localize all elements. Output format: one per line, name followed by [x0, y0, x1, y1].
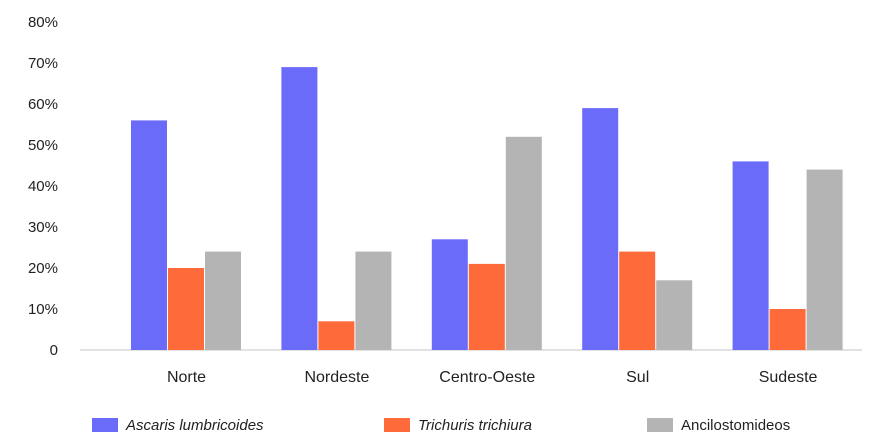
bar-2-series-1: [281, 67, 318, 350]
legend-swatch: [647, 418, 673, 432]
legend: Ascaris lumbricoides Trichuris trichiura A…: [92, 417, 790, 434]
category-label: Nordeste: [304, 369, 369, 386]
bars: [131, 67, 843, 351]
y-tick-label: 50%: [28, 137, 58, 154]
bar-5-series-1: [732, 161, 769, 350]
legend-swatch: [384, 418, 410, 432]
y-tick-label: 0: [50, 342, 58, 359]
y-axis: 0 10% 20% 30% 40% 50% 60% 70% 80%: [28, 14, 58, 359]
legend-label: Trichuris trichiura: [418, 417, 532, 434]
y-tick-label: 10%: [28, 301, 58, 318]
bar-4-series-3: [656, 280, 693, 350]
bar-2-series-3: [355, 251, 392, 350]
y-tick-label: 80%: [28, 14, 58, 31]
x-axis: Norte Nordeste Centro-Oeste Sul Sudeste: [167, 369, 818, 386]
bar-3-series-1: [431, 239, 468, 350]
y-tick-label: 30%: [28, 219, 58, 236]
y-tick-label: 40%: [28, 178, 58, 195]
legend-label: Ancilostomideos: [681, 417, 790, 434]
category-label: Centro-Oeste: [439, 369, 535, 386]
bar-1-series-1: [131, 120, 167, 351]
legend-swatch: [92, 418, 118, 432]
bar-2-series-2: [318, 321, 355, 350]
bar-3-series-3: [505, 136, 542, 350]
bar-4-series-2: [619, 251, 656, 350]
bar-5-series-2: [769, 309, 806, 350]
category-label: Sul: [626, 369, 649, 386]
bar-3-series-2: [468, 263, 505, 350]
category-label: Norte: [167, 369, 206, 386]
bar-1-series-2: [168, 268, 204, 350]
bar-5-series-3: [806, 169, 843, 350]
legend-label: Ascaris lumbricoides: [125, 417, 264, 434]
bar-1-series-3: [205, 251, 241, 350]
category-label: Sudeste: [759, 369, 818, 386]
y-tick-label: 70%: [28, 55, 58, 72]
bar-4-series-1: [582, 108, 619, 350]
y-tick-label: 60%: [28, 96, 58, 113]
y-tick-label: 20%: [28, 260, 58, 277]
